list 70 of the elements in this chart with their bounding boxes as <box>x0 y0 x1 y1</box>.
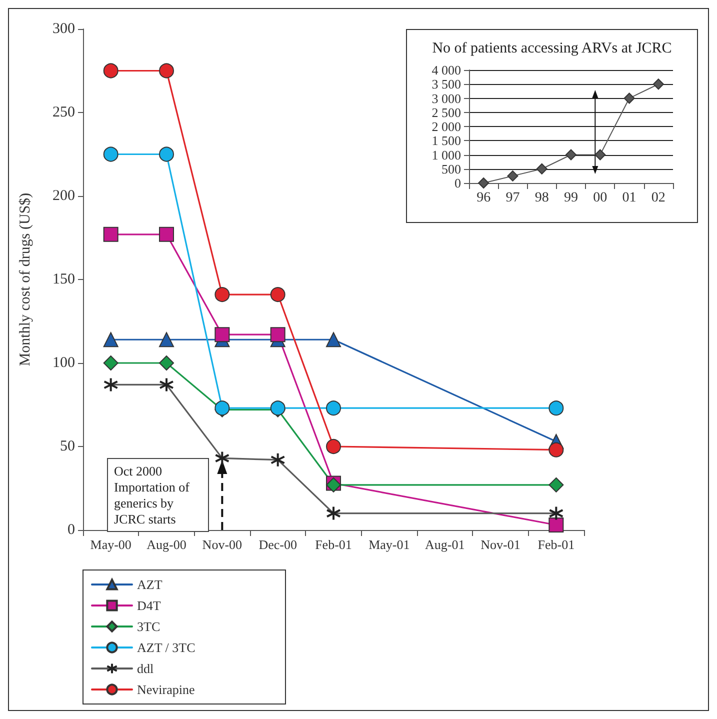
point <box>326 400 341 416</box>
point <box>326 439 341 454</box>
y-tick-label: 1 000 <box>432 147 461 162</box>
y-tick-label: 500 <box>442 161 461 176</box>
x-tick-label: Feb-01 <box>538 537 575 552</box>
x-tick-label: Aug-01 <box>424 537 465 552</box>
x-tick-label: Feb-01 <box>315 537 352 552</box>
point <box>159 63 174 78</box>
y-tick-label: 100 <box>52 355 75 371</box>
point <box>548 477 564 492</box>
point <box>103 332 118 348</box>
point <box>270 327 286 342</box>
y-tick-label: 0 <box>68 522 75 538</box>
point <box>478 178 490 188</box>
y-tick-label: 1 500 <box>432 133 461 148</box>
point <box>214 287 230 302</box>
x-tick-label: Aug-00 <box>146 537 186 552</box>
x-tick-label: 99 <box>564 190 578 206</box>
point <box>103 63 118 78</box>
y-axis-title: Monthly cost of drugs (US$) <box>18 192 34 366</box>
point <box>159 332 174 348</box>
x-tick-label: May-00 <box>90 537 132 552</box>
y-tick-label: 250 <box>52 104 75 120</box>
point <box>103 146 118 162</box>
x-tick-label: 01 <box>622 190 636 206</box>
point <box>270 287 286 302</box>
annotation: Oct 2000 Importation of generics by JCRC starts <box>114 464 193 526</box>
point <box>652 78 664 90</box>
inset-frame: 0 500 1 000 1 500 2 000 2 500 3 000 3 500 4 000 96 97 98 99 00 01 02 No of patients accessing ARVs at JCRC <box>406 29 698 223</box>
legend-label: AZT <box>137 577 162 592</box>
y-tick-label: 4 000 <box>432 62 461 78</box>
point <box>214 327 230 342</box>
x-tick-label: 02 <box>651 190 666 206</box>
legend-label: ddl <box>137 661 154 676</box>
point <box>159 146 174 162</box>
y-tick-label: 150 <box>52 272 75 288</box>
point <box>103 356 118 370</box>
point <box>507 170 518 182</box>
x-tick-label: Nov-01 <box>480 537 520 552</box>
point <box>536 163 548 174</box>
point <box>159 226 174 242</box>
x-tick-label: Dec-00 <box>258 537 297 552</box>
y-tick-label: 300 <box>52 21 75 37</box>
x-tick-label: 98 <box>534 190 549 206</box>
y-tick-label: 3 000 <box>432 90 461 106</box>
x-tick-label: 00 <box>593 190 608 206</box>
point <box>594 149 606 160</box>
x-tick-label: May-01 <box>368 537 410 552</box>
legend-label: AZT / 3TC <box>137 640 196 655</box>
point <box>566 149 576 160</box>
y-tick-label: 3 500 <box>432 76 461 92</box>
y-tick-label: 2 500 <box>432 104 461 120</box>
legend-label: D4T <box>137 598 161 613</box>
x-tick-label: 97 <box>506 190 520 206</box>
y-tick-label: 0 <box>454 176 461 190</box>
legend-label: 3TC <box>137 619 160 634</box>
legend-label: Nevirapine <box>137 682 195 697</box>
point <box>624 92 635 104</box>
y-tick-label: 200 <box>52 188 75 204</box>
point <box>548 442 564 458</box>
y-tick-label: 50 <box>60 438 75 454</box>
point <box>103 226 118 242</box>
y-tick-label: 2 000 <box>432 119 461 134</box>
point <box>548 400 564 416</box>
x-tick-label: Nov-00 <box>202 537 242 552</box>
point <box>548 517 564 532</box>
x-tick-label: 96 <box>476 190 491 206</box>
point <box>326 332 341 348</box>
point <box>159 356 174 370</box>
chart-title: No of patients accessing ARVs at JCRC <box>432 40 672 56</box>
